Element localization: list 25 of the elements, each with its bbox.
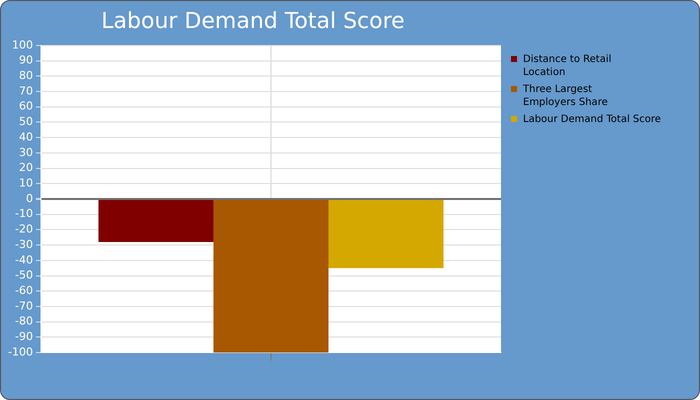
legend-label: Labour Demand Total Score xyxy=(523,113,662,126)
y-tick-label: -100 xyxy=(8,345,33,358)
y-tick-label: -10 xyxy=(14,207,33,220)
y-tick-label: -60 xyxy=(14,284,33,298)
y-tick-label: 40 xyxy=(18,130,33,144)
y-tick-label: -50 xyxy=(14,268,33,282)
y-tick-label: -80 xyxy=(14,314,33,328)
y-tick-label: -20 xyxy=(14,222,33,236)
y-tick-label: 80 xyxy=(18,68,33,82)
y-tick-label: 20 xyxy=(18,161,33,174)
y-tick-label: -40 xyxy=(14,253,33,266)
y-tick-label: -70 xyxy=(14,299,33,312)
y-tick-label: -30 xyxy=(14,238,33,251)
y-tick-label: 30 xyxy=(18,146,33,159)
legend-label: Distance to Retail Location xyxy=(523,53,612,79)
y-tick-label: 50 xyxy=(18,115,33,128)
y-tick-label: 90 xyxy=(18,54,33,67)
legend-label: Three Largest Employers Share xyxy=(523,83,609,109)
y-tick-label: 0 xyxy=(26,192,33,205)
y-tick-label: 60 xyxy=(18,100,33,113)
y-tick-label: 10 xyxy=(18,176,33,190)
y-tick-label: 100 xyxy=(12,38,33,52)
y-tick-label: 70 xyxy=(18,84,33,98)
y-tick-label: -90 xyxy=(14,330,33,344)
chart-title: Labour Demand Total Score xyxy=(101,8,405,34)
